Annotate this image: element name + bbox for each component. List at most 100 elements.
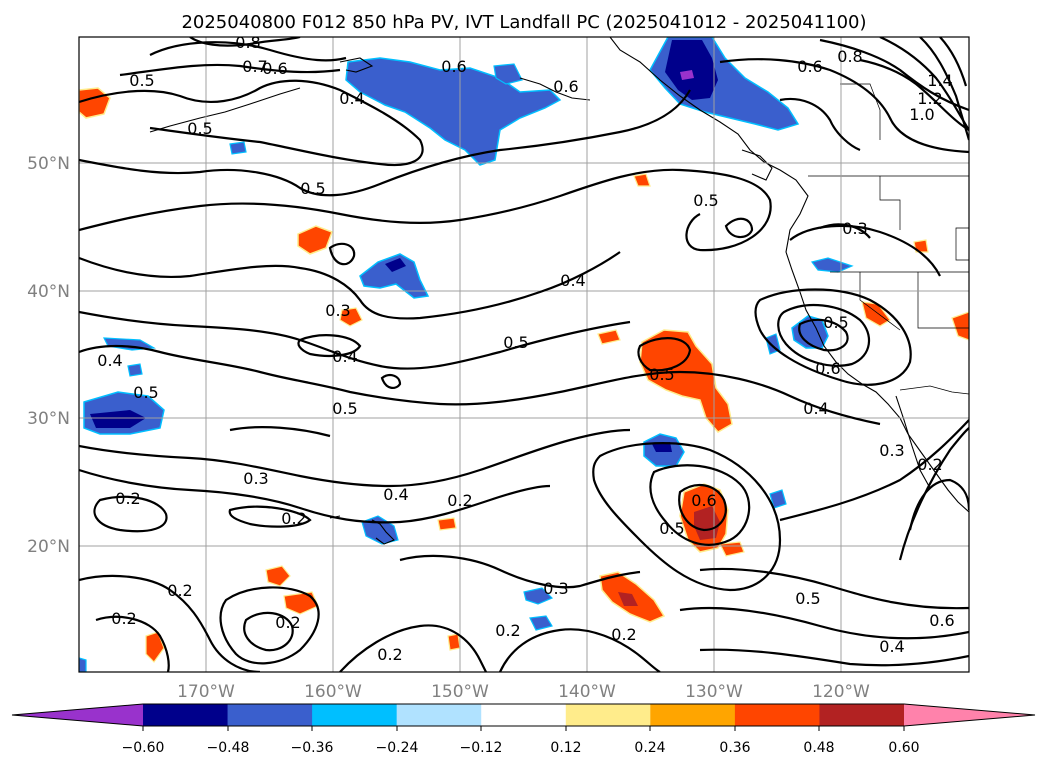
colorbar-tick-label: −0.36: [291, 740, 334, 756]
pv-shading-positive: [79, 87, 969, 663]
pv-positive-18n-core: [618, 592, 638, 606]
coastlines: [149, 37, 969, 545]
contour-label: 0.2: [377, 645, 402, 664]
contour-labels: 0.8 0.7 0.6 0.5 0.4 0.5 0.6 0.6 0.6 0.8 …: [97, 33, 954, 664]
lon-label-130w: 130°W: [685, 682, 743, 702]
pv-positive-48n: [633, 173, 651, 187]
colorbar-segment: [227, 704, 313, 726]
contour-label: 0.3: [325, 301, 350, 320]
contour-label: 0.5: [693, 191, 718, 210]
pv-negative-east-26n-core: [652, 442, 672, 452]
pv-negative-small-3: [769, 489, 787, 509]
ivt-contours: [79, 37, 969, 672]
pv-positive-38n: [339, 307, 363, 327]
contour-label: 0.3: [243, 469, 268, 488]
pv-positive-17n: [265, 565, 291, 587]
pv-negative-bc-peak: [680, 70, 694, 80]
colorbar-segment: [396, 704, 482, 726]
colorbar-tick-label: 0.24: [634, 740, 665, 756]
contour-label: 0.6: [691, 491, 716, 510]
contour-label: 0.6: [441, 57, 466, 76]
lon-label-160w: 160°W: [304, 682, 362, 702]
pv-negative-small-7: [127, 363, 143, 377]
contour-label: 0.2: [611, 625, 636, 644]
pv-negative-small-4: [810, 257, 854, 273]
figure-title: 2025040800 F012 850 hPa PV, IVT Landfall…: [181, 12, 866, 33]
pv-positive-16n: [283, 591, 319, 615]
contour-label: 1.4: [927, 71, 952, 90]
pv-negative-small-6: [229, 141, 247, 155]
pv-negative-gulf-alaska: [345, 57, 562, 166]
colorbar-segment: [143, 704, 229, 726]
colorbar-tick-label: −0.60: [122, 740, 165, 756]
pv-positive-12n: [447, 633, 461, 651]
lat-label-50n: 50°N: [27, 154, 70, 174]
colorbar-segment: [819, 704, 905, 726]
contour-label: 1.2: [917, 89, 942, 108]
pv-negative-small-2: [529, 615, 553, 631]
colorbar: [11, 703, 1036, 731]
contour-label: 0.7: [242, 57, 267, 76]
contour-label: 0.5: [133, 383, 158, 402]
pv-positive-44n: [297, 225, 333, 255]
colorbar-tick-label: 0.12: [550, 740, 581, 756]
colorbar-tick-label: 0.36: [719, 740, 750, 756]
colorbar-extend-min: [12, 704, 143, 726]
contour-label: 0.4: [560, 271, 585, 290]
contour-label: 0.5: [332, 399, 357, 418]
colorbar-segment: [734, 704, 820, 726]
map-area: 0.8 0.7 0.6 0.5 0.4 0.5 0.6 0.6 0.6 0.8 …: [79, 33, 969, 672]
contour-label: 0.6: [815, 359, 840, 378]
contour-label: 0.6: [797, 57, 822, 76]
lon-label-120w: 120°W: [812, 682, 870, 702]
colorbar-segment: [650, 704, 736, 726]
contour-label: 0.4: [339, 89, 364, 108]
contour-label: 0.2: [495, 621, 520, 640]
colorbar-extend-max: [904, 704, 1035, 726]
contour-label: 0.2: [275, 613, 300, 632]
pv-negative-small-9: [79, 657, 87, 672]
colorbar-segment: [312, 704, 398, 726]
contour-label: 0.5: [300, 179, 325, 198]
contour-label: 0.5: [503, 333, 528, 352]
pv-negative-mid-42n-core: [385, 258, 406, 272]
pv-positive-23n: [437, 517, 457, 531]
lat-label-40n: 40°N: [27, 282, 70, 302]
contour-label: 0.2: [447, 491, 472, 510]
contour-label: 0.4: [383, 485, 408, 504]
pv-negative-small-5: [493, 63, 523, 85]
contour-label: 0.5: [649, 365, 674, 384]
contour-label: 0.5: [187, 119, 212, 138]
map-frame: [78, 36, 970, 673]
pv-negative-west-30n-core: [90, 410, 146, 428]
lon-label-150w: 150°W: [431, 682, 489, 702]
pv-negative-mid-42n: [359, 253, 430, 299]
pv-shading-negative: [79, 37, 854, 672]
colorbar-segment: [481, 704, 567, 726]
colorbar-tick-label: −0.24: [376, 740, 419, 756]
pv-positive-34n: [639, 329, 733, 433]
contour-label: 0.8: [235, 33, 260, 52]
pv-negative-bc-core: [665, 40, 718, 100]
contour-label: 0.2: [111, 609, 136, 628]
contour-label: 0.6: [553, 77, 578, 96]
contour-label: 0.3: [879, 441, 904, 460]
contour-label: 0.8: [837, 47, 862, 66]
contour-label: 0.5: [823, 313, 848, 332]
contour-label: 0.6: [262, 59, 287, 78]
latitude-labels: 50°N 40°N 30°N 20°N: [27, 154, 70, 557]
contour-label: 0.5: [129, 71, 154, 90]
contour-label: 1.0: [909, 105, 934, 124]
contour-label: 0.4: [803, 399, 828, 418]
contour-label: 0.5: [795, 589, 820, 608]
lat-label-30n: 30°N: [27, 409, 70, 429]
lon-label-170w: 170°W: [177, 682, 235, 702]
longitude-labels: 170°W 160°W 150°W 140°W 130°W 120°W: [177, 682, 870, 702]
contour-label: 0.2: [167, 581, 192, 600]
gridlines: [79, 37, 969, 672]
pv-negative-small-1: [523, 587, 554, 605]
colorbar-tick-label: 0.60: [888, 740, 919, 756]
colorbar-segment: [565, 704, 651, 726]
pv-positive-east-edge: [951, 311, 969, 341]
